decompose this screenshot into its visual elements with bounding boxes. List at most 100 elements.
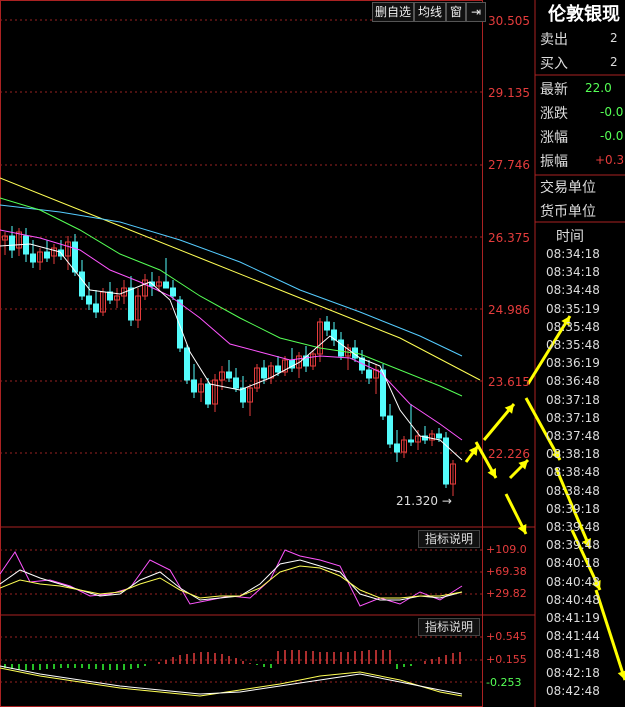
candle-body: [79, 271, 85, 297]
time-entry: 08:35:48: [546, 319, 600, 334]
arrow-icon: [526, 315, 572, 385]
time-entry: 08:38:48: [546, 483, 600, 498]
moving-average-button[interactable]: 均线: [414, 2, 446, 22]
candle-body: [51, 247, 57, 257]
indicator-help-button[interactable]: 指标说明: [418, 530, 480, 548]
indicator-level: +109.0: [486, 543, 527, 556]
currency-label: 货币单位: [540, 204, 596, 220]
candle-body: [37, 251, 43, 263]
time-entry: 08:39:48: [546, 520, 600, 534]
candle-body: [324, 321, 330, 331]
time-entry: 08:40:18: [546, 556, 600, 571]
candle-body: [128, 287, 134, 321]
candle-body: [198, 383, 204, 393]
price-tick: 27.746: [488, 158, 530, 172]
price-tick: 22.226: [488, 447, 530, 461]
candle-body: [408, 439, 414, 443]
candle-body: [86, 295, 92, 305]
candle-body: [191, 379, 197, 393]
indicator-level: +69.38: [486, 565, 527, 578]
candle-body: [184, 347, 190, 381]
time-entry: 08:34:18: [546, 265, 600, 280]
candle-body: [226, 371, 232, 379]
time-entry: 08:34:48: [546, 283, 600, 298]
time-entry: 08:41:19: [546, 611, 600, 625]
arrow-icon: [518, 460, 528, 470]
change-label: 涨跌: [540, 106, 568, 122]
candle-body: [310, 353, 316, 367]
time-entry: 08:37:48: [546, 429, 600, 443]
price-tick: 30.505: [488, 14, 530, 28]
time-entry: 08:40:48: [546, 574, 600, 589]
arrow-icon: [594, 589, 625, 681]
candle-body: [23, 235, 29, 255]
indicator-level: +0.545: [486, 630, 527, 643]
ma-line-white: [0, 243, 463, 461]
time-entry: 08:38:48: [546, 465, 600, 480]
time-entry: 08:40:48: [546, 592, 600, 607]
candle-body: [303, 355, 309, 367]
candle-body: [9, 235, 15, 251]
candle-body: [380, 369, 386, 417]
candle-body: [107, 291, 113, 301]
time-entry: 08:36:19: [546, 356, 600, 371]
pct-value: -0.0: [600, 129, 624, 143]
price-tick: 26.375: [488, 231, 530, 245]
arrow-icon: [524, 397, 562, 461]
candle-body: [233, 377, 239, 389]
arrow-icon: [468, 446, 478, 456]
ma-line-blue: [0, 204, 463, 357]
time-header: 时间: [556, 229, 584, 245]
dock-icon[interactable]: ⇥: [466, 2, 486, 22]
delete-watchlist-button[interactable]: 删自选: [372, 2, 414, 22]
candle-body: [72, 241, 78, 273]
candle-body: [247, 387, 253, 403]
price-tick: 24.986: [488, 303, 530, 317]
candle-body: [121, 287, 127, 297]
candle-body: [177, 299, 183, 349]
candle-body: [170, 287, 176, 297]
unit-label: 交易单位: [540, 180, 596, 196]
candle-body: [16, 231, 22, 249]
candle-body: [436, 433, 442, 439]
time-entry: 08:36:48: [546, 374, 600, 389]
arrow-icon: [617, 670, 625, 680]
candle-body: [240, 387, 246, 403]
indicator-level: -0.253: [486, 676, 522, 689]
candle-body: [443, 437, 449, 485]
candle-body: [317, 321, 323, 355]
indicator-help-button-2[interactable]: 指标说明: [418, 618, 480, 636]
candle-body: [156, 281, 162, 287]
buy-value: 2: [610, 55, 618, 69]
latest-label: 最新: [540, 82, 568, 98]
time-entry: 08:37:18: [546, 392, 600, 407]
candle-body: [93, 303, 99, 313]
candle-body: [338, 339, 344, 357]
candle-body: [450, 463, 456, 485]
arrow-icon: [554, 467, 592, 549]
sell-value: 2: [610, 31, 618, 45]
candle-body: [65, 241, 71, 257]
candle-body: [282, 359, 288, 373]
arrow-icon: [504, 404, 514, 414]
macd-line: [0, 667, 463, 697]
candle-body: [401, 439, 407, 453]
arrow-icon: [551, 450, 560, 460]
time-entry: 08:41:44: [546, 629, 600, 644]
low-marker: 21.320 →: [396, 494, 452, 508]
candle-body: [275, 365, 281, 373]
candle-body: [142, 279, 148, 297]
time-entry: 08:39:18: [546, 501, 600, 516]
arrow-icon: [570, 529, 602, 591]
window-button[interactable]: 窗: [446, 2, 466, 22]
candle-body: [44, 251, 50, 259]
time-entry: 08:38:18: [546, 447, 600, 462]
candle-body: [261, 367, 267, 379]
candle-body: [30, 253, 36, 263]
candle-body: [163, 281, 169, 289]
time-entry: 08:42:18: [546, 665, 600, 680]
arrow-icon: [582, 538, 591, 548]
ma-line-yellow: [0, 177, 481, 381]
pct-label: 涨幅: [540, 130, 568, 146]
